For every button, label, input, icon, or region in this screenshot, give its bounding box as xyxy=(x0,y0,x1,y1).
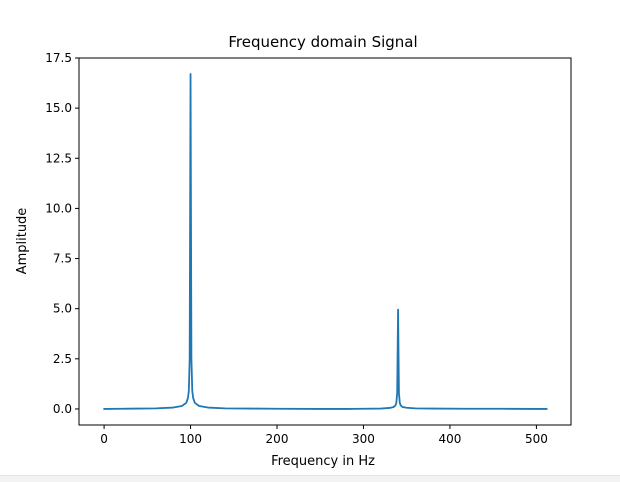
x-tick-label: 0 xyxy=(100,432,108,446)
chart-title: Frequency domain Signal xyxy=(228,33,417,51)
y-tick-label: 10.0 xyxy=(45,201,72,215)
y-tick-label: 12.5 xyxy=(45,151,72,165)
y-tick-label: 5.0 xyxy=(53,302,72,316)
plot-area xyxy=(79,58,571,425)
plot-frame xyxy=(78,57,572,426)
x-axis-ticks: 0 100 200 300 400 500 xyxy=(100,425,548,446)
y-axis-ticks: 0.0 2.5 5.0 7.5 10.0 12.5 15.0 17.5 xyxy=(45,51,79,416)
y-tick-label: 7.5 xyxy=(53,252,72,266)
series-line-0 xyxy=(103,73,548,410)
x-tick-label: 500 xyxy=(525,432,548,446)
x-tick-label: 300 xyxy=(352,432,375,446)
y-tick-label: 17.5 xyxy=(45,51,72,65)
x-tick-label: 100 xyxy=(179,432,202,446)
x-tick-label: 400 xyxy=(438,432,461,446)
x-axis-label: Frequency in Hz xyxy=(271,454,375,469)
y-tick-label: 0.0 xyxy=(53,402,72,416)
x-tick-label: 200 xyxy=(266,432,289,446)
y-axis-label: Amplitude xyxy=(15,208,30,275)
y-tick-label: 15.0 xyxy=(45,101,72,115)
window-bottom-strip xyxy=(0,475,620,482)
series-layer xyxy=(103,73,548,410)
y-tick-label: 2.5 xyxy=(53,352,72,366)
